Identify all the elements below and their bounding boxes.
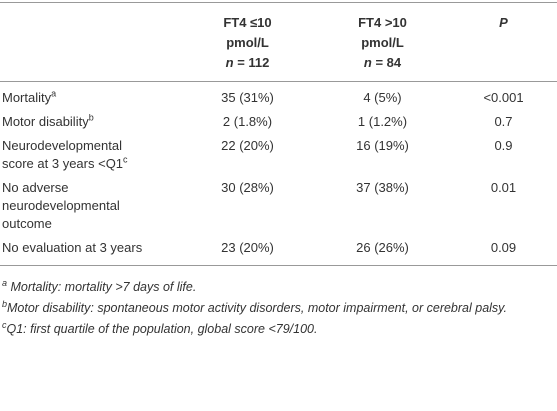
column-header: FT4 >10 pmol/L n = 84 <box>315 3 450 82</box>
header-line: pmol/L <box>226 35 269 50</box>
data-table: FT4 ≤10 pmol/L n = 112 FT4 >10 pmol/L n = 84 P… <box>0 2 557 266</box>
row-label: No evaluation at 3 years <box>2 239 150 257</box>
value-cell: <0.001 <box>483 90 524 105</box>
header-line: P <box>499 15 508 30</box>
header-line: pmol/L <box>361 35 404 50</box>
table-row: No evaluation at 3 years 23 (20%) 26 (26%)… <box>0 236 557 266</box>
row-label-text: Mortality <box>2 90 52 105</box>
footnote-mark: c <box>123 154 128 165</box>
value-cell: 35 (31%) <box>221 90 274 105</box>
table-row: Motor disabilityb 2 (1.8%) 1 (1.2%) 0.7 <box>0 110 557 134</box>
footnote: a Mortality: mortality >7 days of life. <box>2 278 552 296</box>
value-cell: 0.7 <box>494 114 513 129</box>
header-blank <box>0 3 180 82</box>
footnote-text: Q1: first quartile of the population, gl… <box>6 322 318 336</box>
row-label-text: Neurodevelopmental score at 3 years <Q1 <box>2 138 124 171</box>
header-line: FT4 >10 <box>358 15 407 30</box>
footnote-mark: b <box>2 298 8 309</box>
footnote-text: Mortality: mortality >7 days of life. <box>10 280 197 294</box>
value-cell: 37 (38%) <box>356 180 409 195</box>
n-symbol: n <box>363 55 372 70</box>
table-row: Mortalitya 35 (31%) 4 (5%) <0.001 <box>0 82 557 111</box>
row-label-cell: No adverse neurodevelopmental outcome <box>0 176 180 236</box>
row-label: Motor disabilityb <box>2 113 150 131</box>
value-cell: 0.09 <box>490 240 517 255</box>
value-cell: 0.9 <box>494 138 513 153</box>
value-cell: 2 (1.8%) <box>222 114 273 129</box>
row-label: Neurodevelopmental score at 3 years <Q1c <box>2 137 150 173</box>
n-count: = 112 <box>237 55 270 70</box>
footnote: bMotor disability: spontaneous motor act… <box>2 299 552 317</box>
column-header: FT4 ≤10 pmol/L n = 112 <box>180 3 315 82</box>
value-cell: 22 (20%) <box>221 138 274 153</box>
n-count: = 84 <box>375 55 402 70</box>
row-label-cell: Neurodevelopmental score at 3 years <Q1c <box>0 134 180 176</box>
table-header: FT4 ≤10 pmol/L n = 112 FT4 >10 pmol/L n = 84 P <box>0 2 557 82</box>
value-cell: 4 (5%) <box>363 90 402 105</box>
footnotes: a Mortality: mortality >7 days of life. b… <box>0 278 552 338</box>
column-header: P <box>450 3 557 82</box>
row-label-text: No evaluation at 3 years <box>2 240 143 255</box>
row-label: No adverse neurodevelopmental outcome <box>2 179 150 233</box>
header-line: FT4 ≤10 <box>223 15 272 30</box>
value-cell: 16 (19%) <box>356 138 409 153</box>
header-count-line: n = 112 <box>180 53 315 73</box>
footnote-mark: a <box>51 88 57 99</box>
row-label-cell: No evaluation at 3 years <box>0 236 180 266</box>
value-cell: 26 (26%) <box>356 240 409 255</box>
footnote-mark: c <box>2 319 7 330</box>
table-row: No adverse neurodevelopmental outcome 30 … <box>0 176 557 236</box>
value-cell: 0.01 <box>490 180 517 195</box>
footnote-mark: a <box>2 277 8 288</box>
table-row: Neurodevelopmental score at 3 years <Q1c… <box>0 134 557 176</box>
value-cell: 30 (28%) <box>221 180 274 195</box>
value-cell: 23 (20%) <box>221 240 274 255</box>
header-count-line: n = 84 <box>315 53 450 73</box>
row-label-cell: Motor disabilityb <box>0 110 180 134</box>
table-body: Mortalitya 35 (31%) 4 (5%) <0.001 Motor disa… <box>0 82 557 266</box>
row-label-text: Motor disability <box>2 114 89 129</box>
row-label-cell: Mortalitya <box>0 82 180 111</box>
footnote-text: Motor disability: spontaneous motor acti… <box>7 301 507 315</box>
footnote-mark: b <box>88 112 94 123</box>
row-label: Mortalitya <box>2 89 150 107</box>
value-cell: 1 (1.2%) <box>357 114 408 129</box>
row-label-text: No adverse neurodevelopmental outcome <box>2 180 120 231</box>
n-symbol: n <box>225 55 234 70</box>
footnote: cQ1: first quartile of the population, g… <box>2 320 552 338</box>
